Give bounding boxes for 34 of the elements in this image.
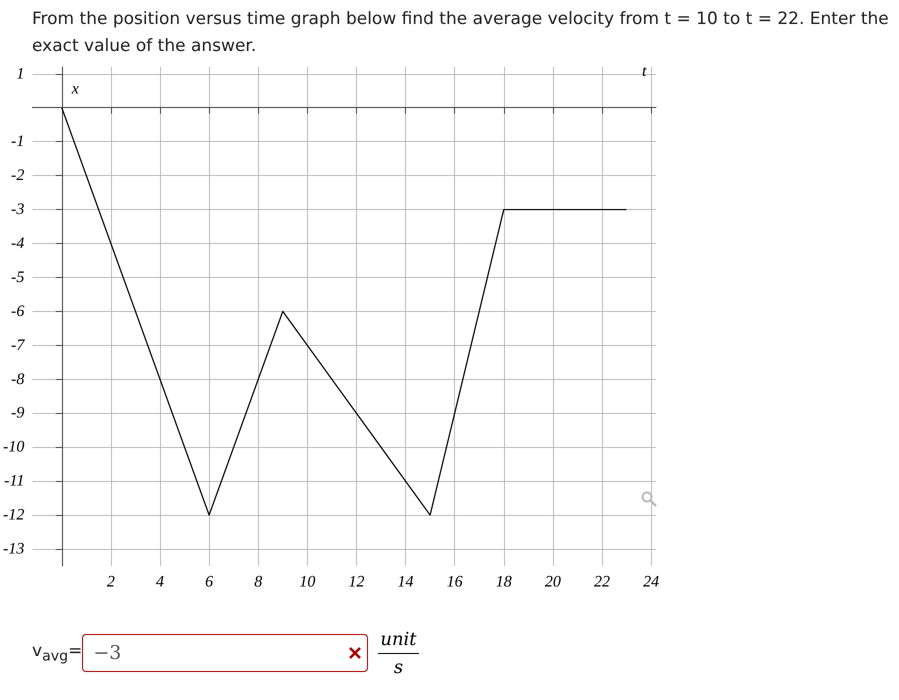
text: unit	[378, 628, 419, 654]
y-tick-label: -1	[11, 133, 24, 150]
text: v$_{avg}$=	[32, 641, 82, 665]
x-tick-label: 18	[496, 574, 512, 590]
x-tick-label: 24	[643, 574, 660, 590]
x-tick-label: 12	[348, 574, 364, 590]
x-tick-label: 22	[594, 574, 610, 590]
y-tick-label: -3	[11, 201, 24, 218]
y-tick-label: -13	[3, 540, 24, 558]
y-tick-label: -12	[3, 506, 24, 524]
text: −3	[93, 642, 122, 664]
x-tick-label: 10	[299, 574, 316, 590]
y-tick-label: 1	[16, 65, 24, 82]
y-tick-label: -9	[11, 404, 24, 422]
y-tick-label: -6	[11, 302, 24, 320]
x-axis-title: t	[642, 63, 647, 80]
y-axis-title: x	[70, 80, 79, 98]
y-tick-label: -8	[11, 370, 24, 388]
x-tick-label: 4	[156, 574, 164, 590]
y-tick-label: -5	[11, 268, 24, 286]
x-tick-label: 14	[398, 574, 414, 590]
y-tick-label: -7	[11, 336, 26, 354]
x-tick-label: 2	[106, 574, 115, 590]
x-tick-label: 8	[254, 574, 262, 590]
chart-title: From the position versus time graph below find the average velocity from t = 10 to t = 22. Enter the exact value of the answer.	[32, 8, 890, 58]
y-tick-label: -10	[3, 438, 24, 456]
x-tick-label: 20	[544, 574, 561, 590]
y-tick-label: -11	[4, 472, 24, 490]
text: s	[394, 656, 404, 678]
y-tick-label: -4	[11, 235, 24, 252]
line-series	[61, 107, 628, 516]
x-tick-label: 6	[205, 574, 214, 590]
y-tick-label: -2	[11, 167, 24, 184]
x-tick-label: 16	[446, 574, 463, 590]
